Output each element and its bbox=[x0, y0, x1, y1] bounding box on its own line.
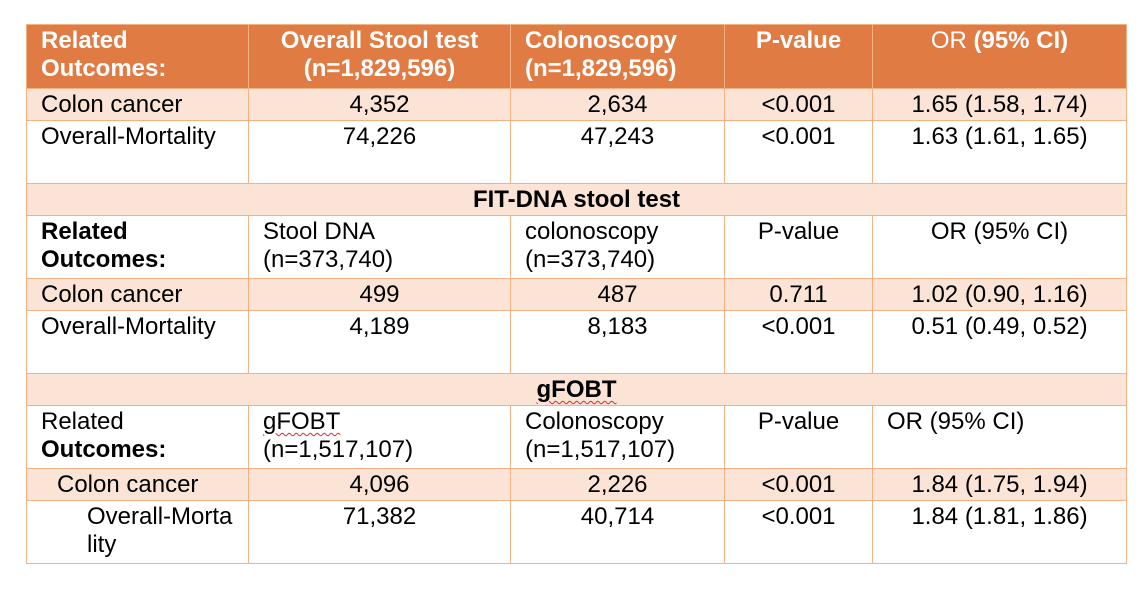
colonoscopy-count-cell: 2,226 bbox=[510, 468, 725, 501]
or-cell: 1.65 (1.58, 1.74) bbox=[872, 88, 1127, 121]
gfobt-header-row: Related Outcomes: gFOBT (n=1,517,107) Colo… bbox=[26, 405, 1127, 469]
or-cell: 1.63 (1.61, 1.65) bbox=[872, 120, 1127, 184]
section-title-fit-dna: FIT-DNA stool test bbox=[26, 183, 1127, 216]
header-related-part1: Related bbox=[41, 408, 124, 435]
header-p-value: P-value bbox=[724, 24, 873, 89]
table-row: Overall-Mortality 74,226 47,243 <0.001 1… bbox=[26, 120, 1127, 184]
or-cell: 1.02 (0.90, 1.16) bbox=[872, 278, 1127, 311]
outcome-cell: Colon cancer bbox=[26, 278, 249, 311]
header-stool-dna: Stool DNA (n=373,740) bbox=[248, 215, 511, 279]
p-value-cell: <0.001 bbox=[724, 88, 873, 121]
header-colonoscopy: Colonoscopy (n=1,517,107) bbox=[510, 405, 725, 469]
section-title-gfobt: gFOBT bbox=[26, 373, 1127, 406]
outcome-cell: Overall-Mortality bbox=[26, 500, 249, 564]
outcome-cell: Colon cancer bbox=[26, 468, 249, 501]
or-cell: 1.84 (1.81, 1.86) bbox=[872, 500, 1127, 564]
header-gfobt-name: gFOBT bbox=[263, 408, 341, 435]
header-gfobt-n: (n=1,517,107) bbox=[263, 436, 414, 463]
results-table: Related Outcomes: Overall Stool test (n=… bbox=[26, 24, 1127, 564]
section-title-gfobt-text: gFOBT bbox=[536, 376, 617, 403]
stool-count-cell: 74,226 bbox=[248, 120, 511, 184]
overall-header-row: Related Outcomes: Overall Stool test (n=… bbox=[26, 24, 1127, 89]
header-related-outcomes: Related Outcomes: bbox=[26, 405, 249, 469]
table-row: Colon cancer 4,096 2,226 <0.001 1.84 (1.… bbox=[26, 468, 1127, 501]
stool-count-cell: 71,382 bbox=[248, 500, 511, 564]
colonoscopy-count-cell: 40,714 bbox=[510, 500, 725, 564]
p-value-cell: 0.711 bbox=[724, 278, 873, 311]
outcome-cell: Colon cancer bbox=[26, 88, 249, 121]
stool-count-cell: 4,096 bbox=[248, 468, 511, 501]
header-related-outcomes: Related Outcomes: bbox=[26, 215, 249, 279]
p-value-cell: <0.001 bbox=[724, 500, 873, 564]
header-or-95ci: OR (95% CI) bbox=[872, 24, 1127, 89]
header-overall-stool-test: Overall Stool test (n=1,829,596) bbox=[248, 24, 511, 89]
header-related-part2: Outcomes: bbox=[41, 436, 167, 463]
stool-count-cell: 499 bbox=[248, 278, 511, 311]
header-ci-label: (95% CI) bbox=[973, 27, 1069, 54]
colonoscopy-count-cell: 487 bbox=[510, 278, 725, 311]
outcome-cell: Overall-Mortality bbox=[26, 120, 249, 184]
section-row: gFOBT bbox=[26, 373, 1127, 406]
p-value-cell: <0.001 bbox=[724, 468, 873, 501]
header-p-value: P-value bbox=[724, 405, 873, 469]
table-row: Overall-Mortality 4,189 8,183 <0.001 0.5… bbox=[26, 310, 1127, 374]
p-value-cell: <0.001 bbox=[724, 120, 873, 184]
colonoscopy-count-cell: 2,634 bbox=[510, 88, 725, 121]
stool-count-cell: 4,352 bbox=[248, 88, 511, 121]
header-colonoscopy: Colonoscopy (n=1,829,596) bbox=[510, 24, 725, 89]
table-row: Overall-Mortality 71,382 40,714 <0.001 1… bbox=[26, 500, 1127, 564]
table-row: Colon cancer 499 487 0.711 1.02 (0.90, 1… bbox=[26, 278, 1127, 311]
header-or-95ci: OR (95% CI) bbox=[872, 215, 1127, 279]
colonoscopy-count-cell: 47,243 bbox=[510, 120, 725, 184]
header-or-95ci: OR (95% CI) bbox=[872, 405, 1127, 469]
stool-count-cell: 4,189 bbox=[248, 310, 511, 374]
header-gfobt: gFOBT (n=1,517,107) bbox=[248, 405, 511, 469]
or-cell: 0.51 (0.49, 0.52) bbox=[872, 310, 1127, 374]
table-row: Colon cancer 4,352 2,634 <0.001 1.65 (1.… bbox=[26, 88, 1127, 121]
fit-dna-header-row: Related Outcomes: Stool DNA (n=373,740) … bbox=[26, 215, 1127, 279]
header-colonoscopy: colonoscopy (n=373,740) bbox=[510, 215, 725, 279]
p-value-cell: <0.001 bbox=[724, 310, 873, 374]
outcome-cell: Overall-Mortality bbox=[26, 310, 249, 374]
or-cell: 1.84 (1.75, 1.94) bbox=[872, 468, 1127, 501]
colonoscopy-count-cell: 8,183 bbox=[510, 310, 725, 374]
header-or-label: OR bbox=[930, 27, 974, 54]
section-row: FIT-DNA stool test bbox=[26, 183, 1127, 216]
header-related-outcomes: Related Outcomes: bbox=[26, 24, 249, 89]
header-p-value: P-value bbox=[724, 215, 873, 279]
